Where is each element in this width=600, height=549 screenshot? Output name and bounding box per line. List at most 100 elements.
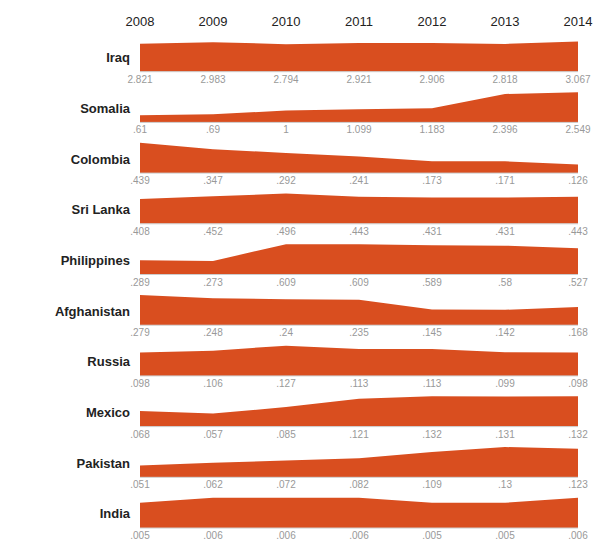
value-label: .005 [422, 530, 442, 541]
year-label: 2010 [272, 14, 301, 29]
area-group [140, 498, 578, 528]
area [140, 244, 578, 274]
baseline [140, 274, 578, 275]
area [140, 346, 578, 376]
value-label: .051 [130, 479, 150, 490]
value-label: .347 [203, 175, 223, 186]
row-title: Mexico [86, 405, 130, 420]
value-label: .431 [422, 226, 442, 237]
value-label: .609 [349, 277, 369, 288]
value-label: 2.921 [346, 74, 371, 85]
value-label: 2.821 [127, 74, 152, 85]
value-label: .408 [130, 226, 150, 237]
value-label: .241 [349, 175, 369, 186]
value-label: .082 [349, 479, 369, 490]
area-group [140, 194, 578, 224]
year-label: 2011 [345, 14, 373, 29]
value-label: .609 [276, 277, 296, 288]
value-label: .235 [349, 327, 369, 338]
year-label: 2012 [418, 14, 447, 29]
value-label: .279 [130, 327, 150, 338]
value-label: .109 [422, 479, 442, 490]
area [140, 396, 578, 426]
area-group [140, 41, 578, 71]
value-label: .452 [203, 226, 223, 237]
value-label: .527 [568, 277, 588, 288]
area [140, 498, 578, 528]
row-title: Afghanistan [55, 304, 130, 319]
baseline [140, 122, 578, 123]
value-label: .273 [203, 277, 223, 288]
baseline [140, 173, 578, 174]
value-label: 2.983 [200, 74, 225, 85]
value-label: 1 [283, 124, 289, 135]
area-group [140, 346, 578, 376]
value-label: 1.099 [346, 124, 371, 135]
row-title: Philippines [61, 253, 130, 268]
value-label: 2.906 [419, 74, 444, 85]
row-title: Pakistan [77, 456, 131, 471]
area [140, 194, 578, 224]
row-title: Iraq [106, 50, 130, 65]
baseline [140, 477, 578, 478]
value-label: .126 [568, 175, 588, 186]
value-label: .121 [349, 429, 369, 440]
value-label: .69 [206, 124, 220, 135]
value-label: .171 [495, 175, 515, 186]
row-title: Sri Lanka [71, 202, 130, 217]
value-label: .248 [203, 327, 223, 338]
value-label: .443 [568, 226, 588, 237]
area [140, 41, 578, 71]
baseline [140, 223, 578, 224]
value-label: .132 [568, 429, 588, 440]
value-label: .58 [498, 277, 512, 288]
area-group [140, 396, 578, 426]
value-label: .127 [276, 378, 296, 389]
baseline [140, 325, 578, 326]
value-label: .098 [568, 378, 588, 389]
value-label: 2.396 [492, 124, 517, 135]
value-label: .145 [422, 327, 442, 338]
area-group [140, 447, 578, 477]
value-label: .106 [203, 378, 223, 389]
value-label: .24 [279, 327, 293, 338]
value-label: .589 [422, 277, 442, 288]
row-title: India [100, 506, 131, 521]
value-label: .005 [495, 530, 515, 541]
value-label: .062 [203, 479, 223, 490]
area [140, 295, 578, 325]
value-label: .098 [130, 378, 150, 389]
value-label: 2.549 [565, 124, 590, 135]
value-label: .006 [568, 530, 588, 541]
value-label: .005 [130, 530, 150, 541]
chart: 2008 2009 2010 2011 2012 2013 2014 2.821 2.983 2.… [0, 0, 600, 549]
value-label: .132 [422, 429, 442, 440]
value-label: .142 [495, 327, 515, 338]
value-label: .61 [133, 124, 147, 135]
value-label: 1.183 [419, 124, 444, 135]
value-label: 2.794 [273, 74, 298, 85]
value-label: .006 [203, 530, 223, 541]
area-group [140, 295, 578, 325]
value-label: .173 [422, 175, 442, 186]
year-label: 2014 [564, 14, 593, 29]
year-label: 2013 [491, 14, 520, 29]
year-label: 2008 [126, 14, 155, 29]
baseline [140, 375, 578, 376]
value-label: .13 [498, 479, 512, 490]
year-label: 2009 [199, 14, 228, 29]
value-label: 3.067 [565, 74, 590, 85]
area [140, 447, 578, 477]
baseline [140, 71, 578, 72]
value-label: .072 [276, 479, 296, 490]
value-label: .496 [276, 226, 296, 237]
value-label: .085 [276, 429, 296, 440]
value-label: .006 [349, 530, 369, 541]
value-label: .057 [203, 429, 223, 440]
value-label: .068 [130, 429, 150, 440]
area-group [140, 92, 578, 122]
area [140, 92, 578, 122]
value-label: .289 [130, 277, 150, 288]
value-label: .168 [568, 327, 588, 338]
value-label: .113 [423, 378, 442, 389]
